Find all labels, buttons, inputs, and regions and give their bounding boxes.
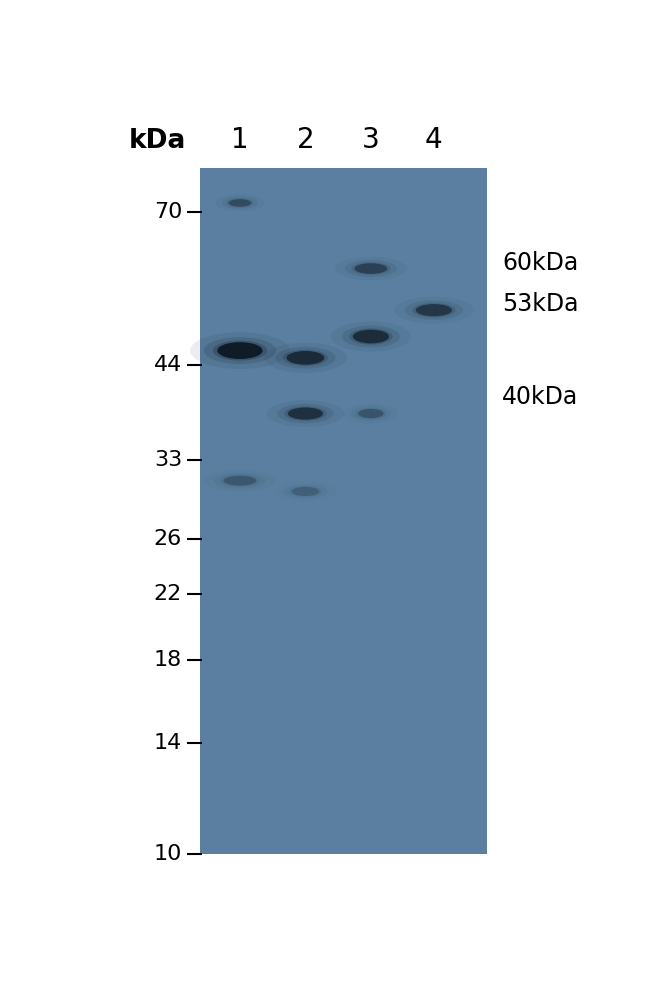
Ellipse shape [226,199,254,208]
Text: 70: 70 [153,202,182,223]
Ellipse shape [351,262,391,275]
Text: 33: 33 [154,450,182,470]
Ellipse shape [217,342,263,359]
Ellipse shape [292,487,319,496]
Ellipse shape [220,475,259,487]
Text: 3: 3 [362,127,380,154]
Ellipse shape [287,351,324,365]
Ellipse shape [277,404,333,423]
Ellipse shape [331,321,411,352]
Text: 26: 26 [154,529,182,549]
Text: 2: 2 [296,127,314,154]
Ellipse shape [405,301,463,319]
Ellipse shape [349,328,393,345]
Ellipse shape [213,340,267,361]
Ellipse shape [190,332,290,369]
Ellipse shape [412,303,456,317]
Ellipse shape [358,409,384,418]
Ellipse shape [353,329,389,343]
Ellipse shape [203,337,276,364]
Ellipse shape [354,263,387,274]
Text: kDa: kDa [129,129,187,154]
Ellipse shape [342,325,400,347]
Text: 40kDa: 40kDa [502,385,578,408]
Text: 60kDa: 60kDa [502,251,578,275]
Text: 18: 18 [154,650,182,670]
Text: 1: 1 [231,127,249,154]
Ellipse shape [289,486,322,496]
Ellipse shape [283,349,328,366]
Text: 22: 22 [154,584,182,603]
Ellipse shape [356,408,386,419]
Text: 10: 10 [153,844,182,863]
Ellipse shape [288,407,323,419]
Ellipse shape [224,476,256,486]
Ellipse shape [229,199,252,207]
Text: 53kDa: 53kDa [502,292,578,315]
Ellipse shape [275,347,335,369]
Text: 44: 44 [154,355,182,375]
Text: 4: 4 [425,127,443,154]
Ellipse shape [264,343,347,373]
Ellipse shape [344,260,397,277]
Bar [200,168,487,854]
Ellipse shape [284,406,326,421]
Text: 14: 14 [154,733,182,753]
Ellipse shape [416,304,452,316]
Ellipse shape [222,197,258,209]
Ellipse shape [266,401,344,427]
